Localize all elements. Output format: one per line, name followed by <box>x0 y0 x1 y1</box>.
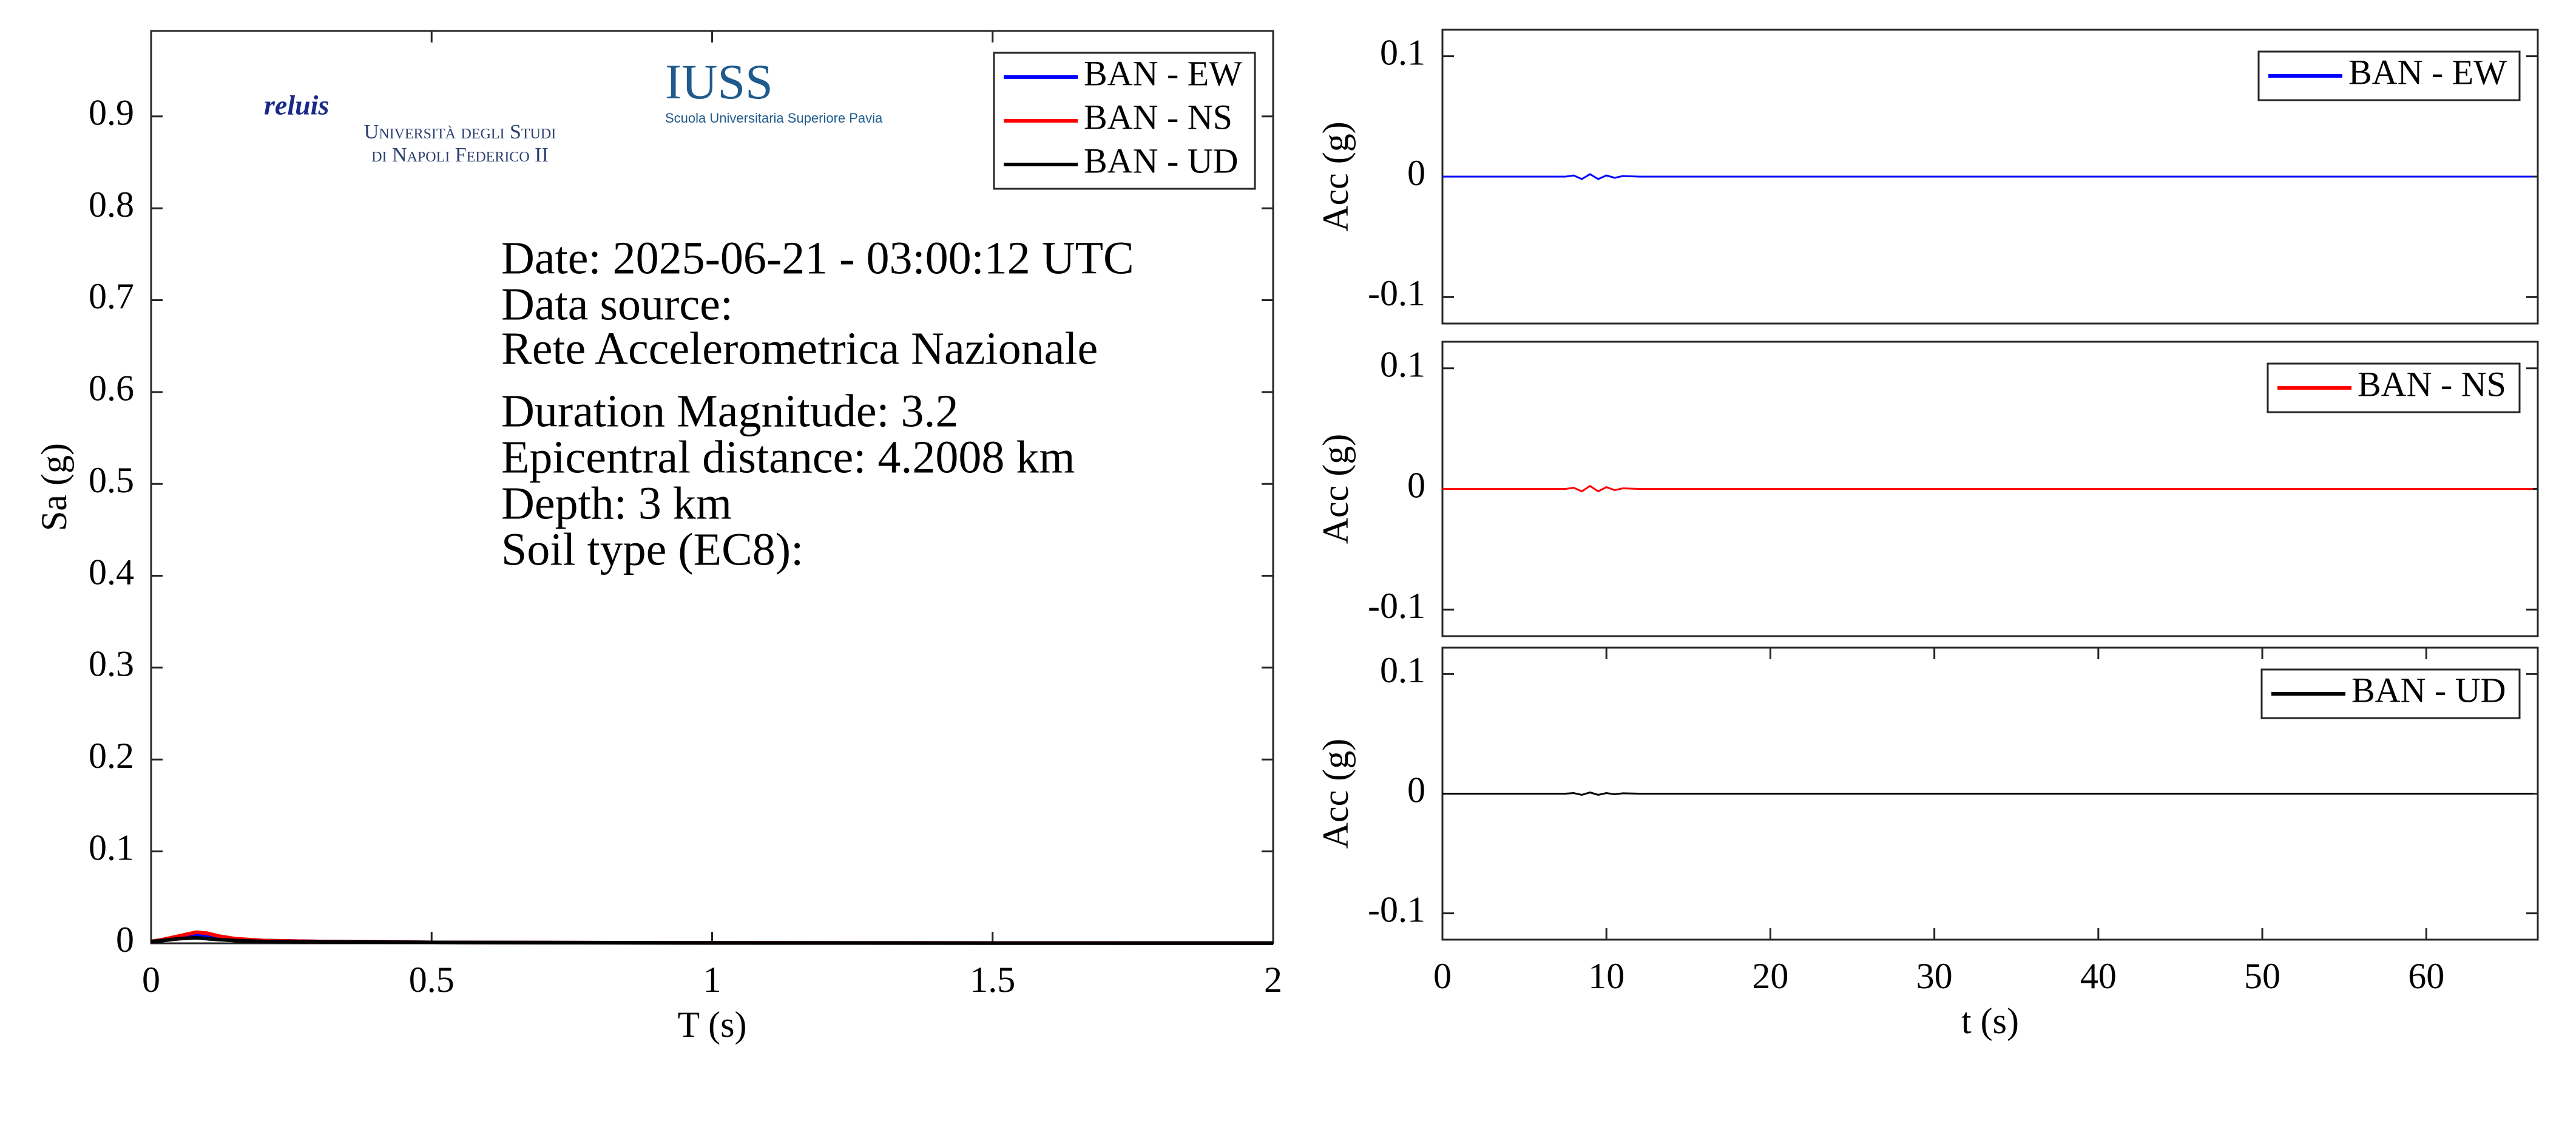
x-tick-label: 60 <box>2408 956 2444 996</box>
y-tick-label: 0 <box>116 920 134 960</box>
x-axis-label: T (s) <box>678 1005 747 1045</box>
y-tick-label: 0.5 <box>89 460 134 500</box>
x-axis-label: t (s) <box>1961 1001 2019 1041</box>
y-tick-label: 0.6 <box>89 368 134 409</box>
x-tick-label: 1.5 <box>970 960 1015 1000</box>
y-axis-label: Acc (g) <box>1316 121 1356 232</box>
y-tick-label: 0 <box>1407 770 1425 810</box>
series-line <box>1442 791 2533 796</box>
annotation: Data source: <box>501 279 733 330</box>
y-tick-label: 0.1 <box>89 827 134 867</box>
legend-label: BAN - NS <box>1084 97 1232 137</box>
legend-box <box>2260 668 2521 719</box>
x-tick-label: 1 <box>703 960 722 1000</box>
x-tick-label: 0.5 <box>409 960 455 1000</box>
y-tick-label: -0.1 <box>1368 273 1425 313</box>
x-tick-label: 50 <box>2244 956 2280 996</box>
y-tick-label: 0.3 <box>89 644 134 684</box>
series-line <box>150 935 1274 945</box>
x-tick-label: 10 <box>1588 956 1624 996</box>
series-line <box>1442 173 2533 180</box>
x-tick-label: 2 <box>1264 960 1282 1000</box>
logo-text: di Napoli Federico II <box>371 144 549 166</box>
legend-label: BAN - EW <box>2348 52 2507 92</box>
y-tick-label: 0.1 <box>1380 650 1425 690</box>
x-tick-label: 30 <box>1916 956 1953 996</box>
y-tick-label: 0.1 <box>1380 344 1425 384</box>
y-tick-label: 0.1 <box>1380 32 1425 72</box>
annotation: Date: 2025-06-21 - 03:00:12 UTC <box>501 232 1134 283</box>
y-axis-label: Acc (g) <box>1316 739 1356 849</box>
annotation: Duration Magnitude: 3.2 <box>501 385 959 436</box>
y-tick-label: -0.1 <box>1368 586 1425 626</box>
annotation: Rete Accelerometrica Nazionale <box>501 323 1098 374</box>
legend-label: BAN - NS <box>2358 364 2506 404</box>
y-tick-label: -0.1 <box>1368 889 1425 929</box>
annotation: Depth: 3 km <box>501 478 732 529</box>
x-tick-label: 0 <box>1433 956 1452 996</box>
y-axis-label: Acc (g) <box>1316 434 1356 544</box>
y-tick-label: 0.4 <box>89 552 134 592</box>
logo-text: Università degli Studi <box>364 121 556 143</box>
y-tick-label: 0 <box>1407 465 1425 505</box>
logo-text: IUSS <box>665 54 773 109</box>
y-tick-label: 0.2 <box>89 736 134 776</box>
series-line <box>1442 484 2533 493</box>
legend-label: BAN - UD <box>2351 670 2506 710</box>
logo-text: Scuola Universitaria Superiore Pavia <box>665 110 883 126</box>
x-tick-label: 0 <box>142 960 160 1000</box>
y-tick-label: 0.7 <box>89 276 134 316</box>
annotation: Epicentral distance: 4.2008 km <box>501 432 1075 483</box>
logo-text: reluis <box>264 90 329 121</box>
legend-label: BAN - UD <box>1084 141 1239 180</box>
y-tick-label: 0.8 <box>89 185 134 225</box>
y-tick-label: 0.9 <box>89 93 134 133</box>
x-tick-label: 40 <box>2080 956 2117 996</box>
x-tick-label: 20 <box>1752 956 1788 996</box>
legend-label: BAN - EW <box>1084 53 1242 93</box>
y-axis-label: Sa (g) <box>34 443 74 531</box>
annotation: Soil type (EC8): <box>501 524 803 575</box>
y-tick-label: 0 <box>1407 153 1425 193</box>
